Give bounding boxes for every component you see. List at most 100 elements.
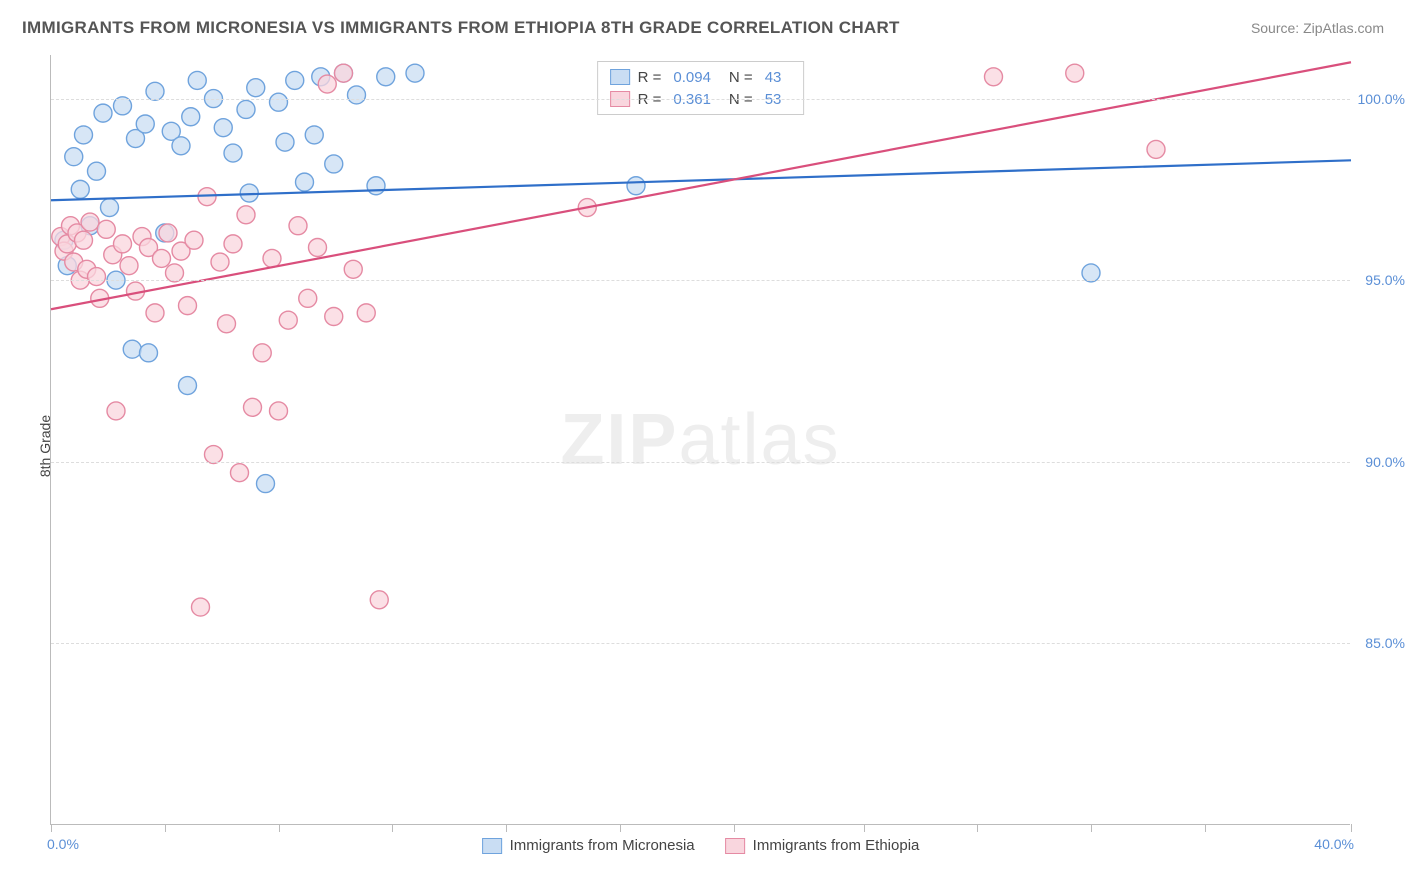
- scatter-point: [247, 79, 265, 97]
- xtick: [864, 824, 865, 832]
- ytick-label: 95.0%: [1355, 272, 1405, 288]
- scatter-point: [377, 68, 395, 86]
- scatter-point: [94, 104, 112, 122]
- scatter-point: [276, 133, 294, 151]
- scatter-point: [318, 75, 336, 93]
- scatter-point: [406, 64, 424, 82]
- chart-area: ZIPatlas R = 0.094 N = 43 R = 0.361 N = …: [50, 55, 1350, 825]
- scatter-point: [75, 231, 93, 249]
- scatter-point: [357, 304, 375, 322]
- ytick-label: 85.0%: [1355, 635, 1405, 651]
- scatter-point: [120, 257, 138, 275]
- plot-svg: [51, 55, 1350, 824]
- scatter-point: [253, 344, 271, 362]
- ytick-label: 90.0%: [1355, 454, 1405, 470]
- scatter-point: [107, 402, 125, 420]
- bottom-legend-label-1: Immigrants from Ethiopia: [753, 837, 920, 854]
- scatter-point: [370, 591, 388, 609]
- scatter-point: [257, 475, 275, 493]
- scatter-point: [65, 148, 83, 166]
- gridline: [51, 462, 1350, 463]
- bottom-legend-label-0: Immigrants from Micronesia: [510, 837, 695, 854]
- trend-line: [51, 160, 1351, 200]
- scatter-point: [136, 115, 154, 133]
- scatter-point: [172, 137, 190, 155]
- scatter-point: [367, 177, 385, 195]
- chart-title: IMMIGRANTS FROM MICRONESIA VS IMMIGRANTS…: [22, 18, 900, 38]
- xtick: [977, 824, 978, 832]
- ytick-label: 100.0%: [1355, 91, 1405, 107]
- xaxis-label-left: 0.0%: [47, 836, 79, 852]
- scatter-point: [81, 213, 99, 231]
- scatter-point: [289, 217, 307, 235]
- legend-n-value-0: 43: [765, 69, 782, 86]
- xtick: [1351, 824, 1352, 832]
- scatter-point: [985, 68, 1003, 86]
- xtick: [51, 824, 52, 832]
- legend-r-value-0: 0.094: [673, 69, 711, 86]
- xtick: [392, 824, 393, 832]
- scatter-point: [71, 180, 89, 198]
- scatter-point: [627, 177, 645, 195]
- xtick: [1205, 824, 1206, 832]
- scatter-point: [309, 239, 327, 257]
- scatter-point: [153, 249, 171, 267]
- swatch-micronesia: [482, 838, 502, 854]
- scatter-point: [231, 464, 249, 482]
- scatter-point: [224, 235, 242, 253]
- scatter-point: [325, 155, 343, 173]
- scatter-point: [348, 86, 366, 104]
- scatter-point: [270, 93, 288, 111]
- swatch-ethiopia: [725, 838, 745, 854]
- scatter-point: [192, 598, 210, 616]
- scatter-point: [299, 289, 317, 307]
- scatter-point: [344, 260, 362, 278]
- bottom-legend: Immigrants from Micronesia Immigrants fr…: [482, 837, 920, 854]
- gridline: [51, 99, 1350, 100]
- scatter-point: [159, 224, 177, 242]
- scatter-point: [244, 398, 262, 416]
- legend-n-label: N =: [729, 69, 753, 86]
- scatter-point: [335, 64, 353, 82]
- scatter-point: [237, 100, 255, 118]
- scatter-point: [211, 253, 229, 271]
- scatter-point: [218, 315, 236, 333]
- scatter-point: [146, 304, 164, 322]
- scatter-point: [214, 119, 232, 137]
- source-label: Source: ZipAtlas.com: [1251, 20, 1384, 36]
- correlation-legend: R = 0.094 N = 43 R = 0.361 N = 53: [597, 61, 805, 115]
- scatter-point: [88, 162, 106, 180]
- scatter-point: [296, 173, 314, 191]
- scatter-point: [182, 108, 200, 126]
- legend-r-label: R =: [638, 69, 662, 86]
- xtick: [620, 824, 621, 832]
- scatter-point: [123, 340, 141, 358]
- xtick: [1091, 824, 1092, 832]
- bottom-legend-item-micronesia: Immigrants from Micronesia: [482, 837, 695, 854]
- scatter-point: [305, 126, 323, 144]
- header: IMMIGRANTS FROM MICRONESIA VS IMMIGRANTS…: [22, 18, 1384, 38]
- scatter-point: [286, 71, 304, 89]
- xtick: [734, 824, 735, 832]
- xaxis-label-right: 40.0%: [1314, 836, 1354, 852]
- scatter-point: [140, 344, 158, 362]
- swatch-micronesia: [610, 69, 630, 85]
- scatter-point: [237, 206, 255, 224]
- scatter-point: [263, 249, 281, 267]
- gridline: [51, 643, 1350, 644]
- scatter-point: [188, 71, 206, 89]
- scatter-point: [179, 377, 197, 395]
- scatter-point: [270, 402, 288, 420]
- scatter-point: [97, 220, 115, 238]
- scatter-point: [325, 308, 343, 326]
- scatter-point: [1066, 64, 1084, 82]
- scatter-point: [1147, 140, 1165, 158]
- scatter-point: [179, 297, 197, 315]
- bottom-legend-item-ethiopia: Immigrants from Ethiopia: [725, 837, 920, 854]
- scatter-point: [114, 235, 132, 253]
- scatter-point: [75, 126, 93, 144]
- xtick: [165, 824, 166, 832]
- scatter-point: [185, 231, 203, 249]
- xtick: [506, 824, 507, 832]
- scatter-point: [101, 199, 119, 217]
